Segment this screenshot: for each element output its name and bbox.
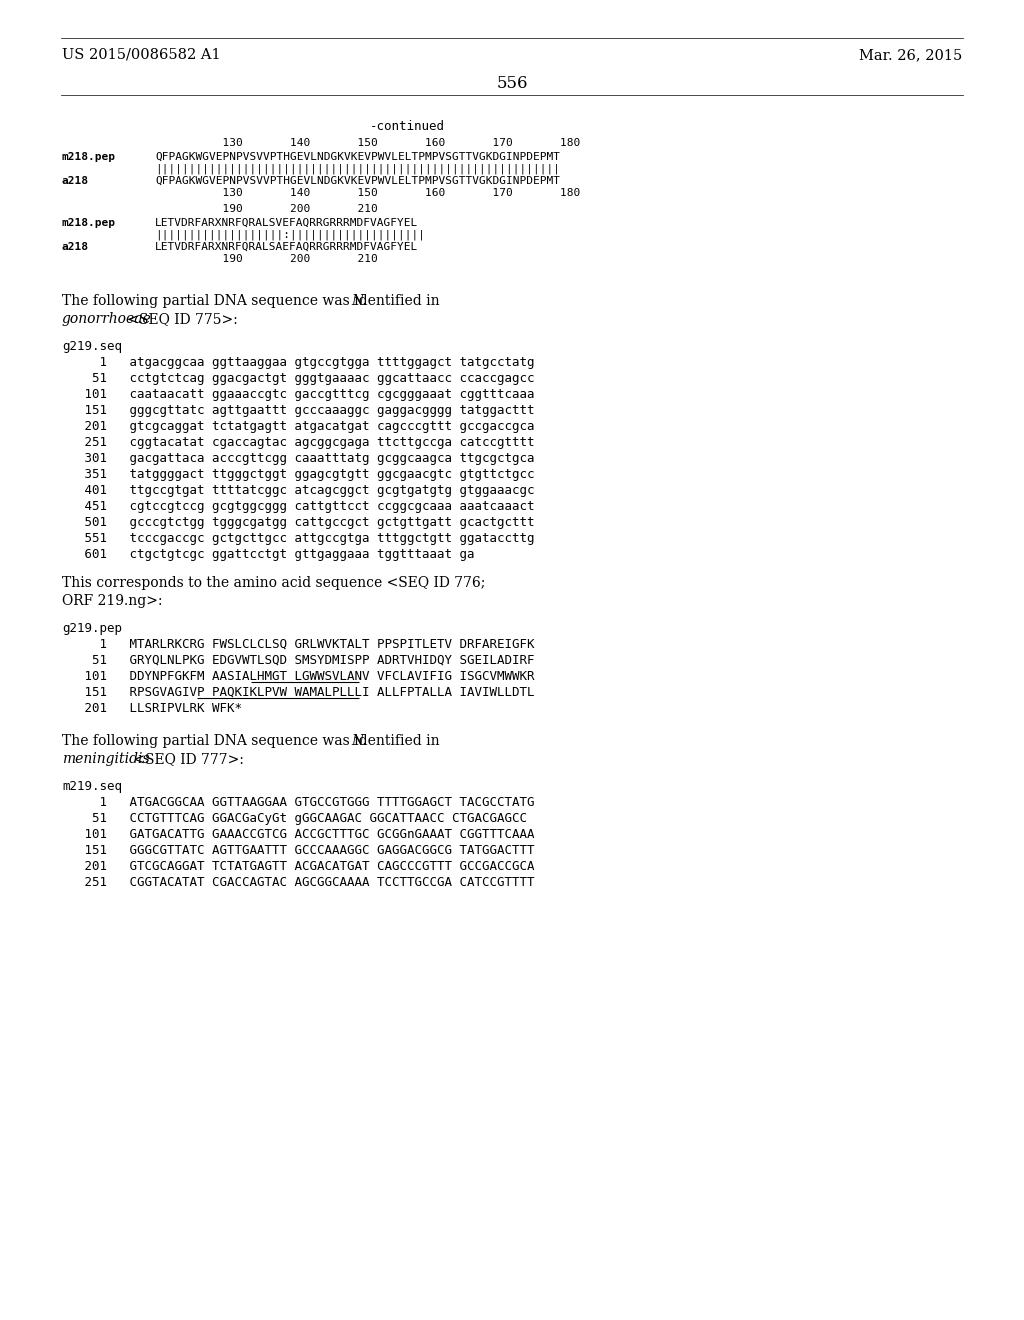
Text: 201   LLSRIPVLRK WFK*: 201 LLSRIPVLRK WFK* [62,702,242,715]
Text: LETVDRFARXNRFQRALSAEFAQRRGRRRMDFVAGFYEL: LETVDRFARXNRFQRALSAEFAQRRGRRRMDFVAGFYEL [155,242,418,252]
Text: 151   gggcgttatc agttgaattt gcccaaaggc gaggacgggg tatggacttt: 151 gggcgttatc agttgaattt gcccaaaggc gag… [62,404,535,417]
Text: 551   tcccgaccgc gctgcttgcc attgccgtga tttggctgtt ggataccttg: 551 tcccgaccgc gctgcttgcc attgccgtga ttt… [62,532,535,545]
Text: The following partial DNA sequence was identified in: The following partial DNA sequence was i… [62,734,444,748]
Text: ||||||||||||||||||||||||||||||||||||||||||||||||||||||||||||: ||||||||||||||||||||||||||||||||||||||||… [155,164,560,174]
Text: m219.seq: m219.seq [62,780,122,793]
Text: gonorrhoeae: gonorrhoeae [62,312,152,326]
Text: 151   GGGCGTTATC AGTTGAATTT GCCCAAAGGC GAGGACGGCG TATGGACTTT: 151 GGGCGTTATC AGTTGAATTT GCCCAAAGGC GAG… [62,843,535,857]
Text: 51   cctgtctcag ggacgactgt gggtgaaaac ggcattaacc ccaccgagcc: 51 cctgtctcag ggacgactgt gggtgaaaac ggca… [62,372,535,385]
Text: 151   RPSGVAGIVP PAQKIKLPVW WAMALPLLLI ALLFPTALLA IAVIWLLDTL: 151 RPSGVAGIVP PAQKIKLPVW WAMALPLLLI ALL… [62,686,535,700]
Text: 501   gcccgtctgg tgggcgatgg cattgccgct gctgttgatt gcactgcttt: 501 gcccgtctgg tgggcgatgg cattgccgct gct… [62,516,535,529]
Text: LETVDRFARXNRFQRALSVEFAQRRGRRRMDFVAGFYEL: LETVDRFARXNRFQRALSVEFAQRRGRRRMDFVAGFYEL [155,218,418,228]
Text: 351   tatggggact ttgggctggt ggagcgtgtt ggcgaacgtc gtgttctgcc: 351 tatggggact ttgggctggt ggagcgtgtt ggc… [62,469,535,480]
Text: g219.pep: g219.pep [62,622,122,635]
Text: 101   DDYNPFGKFM AASIALHMGT LGWWSVLANV VFCLAVIFIG ISGCVMWWKR: 101 DDYNPFGKFM AASIALHMGT LGWWSVLANV VFC… [62,671,535,682]
Text: 1   MTARLRKCRG FWSLCLCLSQ GRLWVKTALT PPSPITLETV DRFAREIGFK: 1 MTARLRKCRG FWSLCLCLSQ GRLWVKTALT PPSPI… [62,638,535,651]
Text: <SEQ ID 775>:: <SEQ ID 775>: [123,312,238,326]
Text: a218: a218 [62,176,89,186]
Text: This corresponds to the amino acid sequence <SEQ ID 776;: This corresponds to the amino acid seque… [62,576,485,590]
Text: 190       200       210: 190 200 210 [155,205,378,214]
Text: <SEQ ID 777>:: <SEQ ID 777>: [129,752,244,766]
Text: 51   GRYQLNLPKG EDGVWTLSQD SMSYDMISPP ADRTVHIDQY SGEILADIRF: 51 GRYQLNLPKG EDGVWTLSQD SMSYDMISPP ADRT… [62,653,535,667]
Text: g219.seq: g219.seq [62,341,122,352]
Text: QFPAGKWGVEPNPVSVVPTHGEVLNDGKVKEVPWVLELTPMPVSGTTVGKDGINPDEPMT: QFPAGKWGVEPNPVSVVPTHGEVLNDGKVKEVPWVLELTP… [155,152,560,162]
Text: 1   atgacggcaa ggttaaggaa gtgccgtgga ttttggagct tatgcctatg: 1 atgacggcaa ggttaaggaa gtgccgtgga ttttg… [62,356,535,370]
Text: 190       200       210: 190 200 210 [155,253,378,264]
Text: 101   GATGACATTG GAAACCGTCG ACCGCTTTGC GCGGnGAAAT CGGTTTCAAA: 101 GATGACATTG GAAACCGTCG ACCGCTTTGC GCG… [62,828,535,841]
Text: -continued: -continued [370,120,445,133]
Text: The following partial DNA sequence was identified in: The following partial DNA sequence was i… [62,294,444,308]
Text: 601   ctgctgtcgc ggattcctgt gttgaggaaa tggtttaaat ga: 601 ctgctgtcgc ggattcctgt gttgaggaaa tgg… [62,548,474,561]
Text: 201   GTCGCAGGAT TCTATGAGTT ACGACATGAT CAGCCCGTTT GCCGACCGCA: 201 GTCGCAGGAT TCTATGAGTT ACGACATGAT CAG… [62,861,535,873]
Text: N.: N. [351,294,367,308]
Text: 401   ttgccgtgat ttttatcggc atcagcggct gcgtgatgtg gtggaaacgc: 401 ttgccgtgat ttttatcggc atcagcggct gcg… [62,484,535,498]
Text: 251   cggtacatat cgaccagtac agcggcgaga ttcttgccga catccgtttt: 251 cggtacatat cgaccagtac agcggcgaga ttc… [62,436,535,449]
Text: 251   CGGTACATAT CGACCAGTAC AGCGGCAAAA TCCTTGCCGA CATCCGTTTT: 251 CGGTACATAT CGACCAGTAC AGCGGCAAAA TCC… [62,876,535,888]
Text: 1   ATGACGGCAA GGTTAAGGAA GTGCCGTGGG TTTTGGAGCT TACGCCTATG: 1 ATGACGGCAA GGTTAAGGAA GTGCCGTGGG TTTTG… [62,796,535,809]
Text: 101   caataacatt ggaaaccgtc gaccgtttcg cgcgggaaat cggtttcaaa: 101 caataacatt ggaaaccgtc gaccgtttcg cgc… [62,388,535,401]
Text: 451   cgtccgtccg gcgtggcggg cattgttcct ccggcgcaaa aaatcaaact: 451 cgtccgtccg gcgtggcggg cattgttcct ccg… [62,500,535,513]
Text: a218: a218 [62,242,89,252]
Text: 556: 556 [497,75,527,92]
Text: m218.pep: m218.pep [62,218,116,228]
Text: Mar. 26, 2015: Mar. 26, 2015 [859,48,962,62]
Text: 201   gtcgcaggat tctatgagtt atgacatgat cagcccgttt gccgaccgca: 201 gtcgcaggat tctatgagtt atgacatgat cag… [62,420,535,433]
Text: 130       140       150       160       170       180: 130 140 150 160 170 180 [155,187,581,198]
Text: 51   CCTGTTTCAG GGACGaCyGt gGGCAAGAC GGCATTAACC CTGACGAGCC: 51 CCTGTTTCAG GGACGaCyGt gGGCAAGAC GGCAT… [62,812,527,825]
Text: US 2015/0086582 A1: US 2015/0086582 A1 [62,48,220,62]
Text: meningitidis: meningitidis [62,752,150,766]
Text: |||||||||||||||||||:||||||||||||||||||||: |||||||||||||||||||:|||||||||||||||||||| [155,230,425,240]
Text: N.: N. [351,734,367,748]
Text: 130       140       150       160       170       180: 130 140 150 160 170 180 [155,139,581,148]
Text: ORF 219.ng>:: ORF 219.ng>: [62,594,163,609]
Text: 301   gacgattaca acccgttcgg caaatttatg gcggcaagca ttgcgctgca: 301 gacgattaca acccgttcgg caaatttatg gcg… [62,451,535,465]
Text: QFPAGKWGVEPNPVSVVPTHGEVLNDGKVKEVPWVLELTPMPVSGTTVGKDGINPDEPMT: QFPAGKWGVEPNPVSVVPTHGEVLNDGKVKEVPWVLELTP… [155,176,560,186]
Text: m218.pep: m218.pep [62,152,116,162]
